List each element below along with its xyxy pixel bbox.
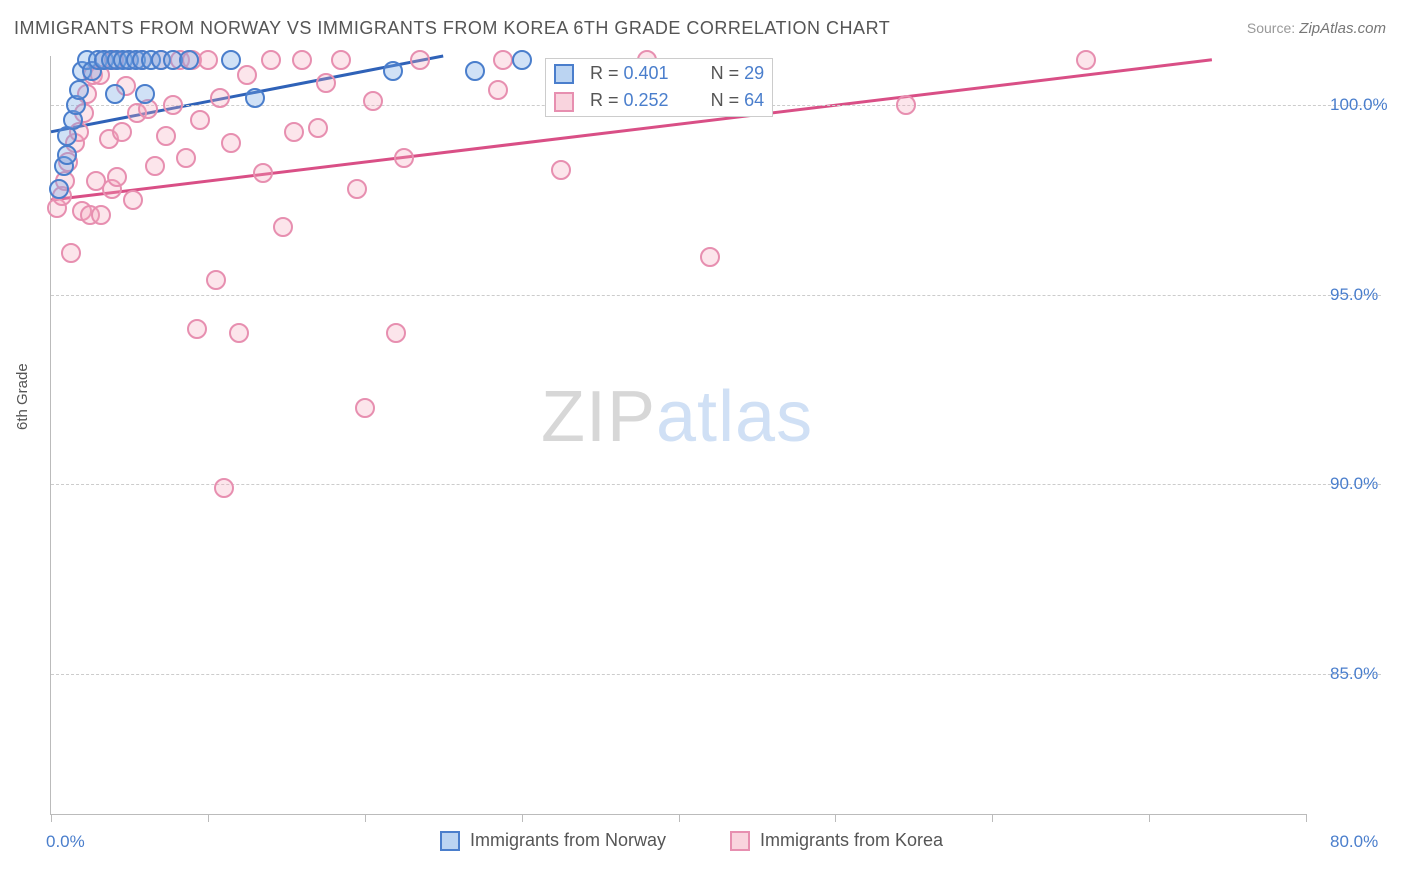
correlation-table: R = 0.401 N = 29 R = 0.252 N = 64 bbox=[546, 59, 772, 116]
gridline bbox=[51, 674, 1381, 675]
scatter-point bbox=[493, 50, 513, 70]
scatter-point bbox=[512, 50, 532, 70]
chart-title: IMMIGRANTS FROM NORWAY VS IMMIGRANTS FRO… bbox=[14, 18, 890, 39]
legend-N-label: N = 64 bbox=[705, 88, 771, 113]
scatter-point bbox=[292, 50, 312, 70]
source-credit: Source: ZipAtlas.com bbox=[1247, 20, 1386, 37]
scatter-point bbox=[896, 95, 916, 115]
scatter-point bbox=[206, 270, 226, 290]
scatter-point bbox=[163, 95, 183, 115]
scatter-point bbox=[331, 50, 351, 70]
legend-R-label: R = 0.252 bbox=[584, 88, 675, 113]
scatter-point bbox=[112, 122, 132, 142]
scatter-point bbox=[91, 205, 111, 225]
scatter-point bbox=[57, 145, 77, 165]
x-tick bbox=[1149, 814, 1150, 822]
x-tick-label-first: 0.0% bbox=[46, 832, 85, 852]
x-tick bbox=[522, 814, 523, 822]
scatter-point bbox=[700, 247, 720, 267]
scatter-point bbox=[245, 88, 265, 108]
scatter-point bbox=[61, 243, 81, 263]
legend-swatch bbox=[554, 92, 574, 112]
legend-N-label: N = 29 bbox=[705, 61, 771, 86]
scatter-point bbox=[176, 148, 196, 168]
scatter-point bbox=[49, 179, 69, 199]
scatter-point bbox=[210, 88, 230, 108]
legend-swatch bbox=[730, 831, 750, 851]
scatter-point bbox=[284, 122, 304, 142]
y-axis-label: 6th Grade bbox=[14, 363, 31, 430]
scatter-point bbox=[107, 167, 127, 187]
x-tick bbox=[835, 814, 836, 822]
scatter-plot-area: ZIPatlas bbox=[50, 56, 1306, 815]
legend-R-value: 0.401 bbox=[624, 63, 669, 83]
scatter-point bbox=[190, 110, 210, 130]
legend-swatch bbox=[554, 64, 574, 84]
scatter-point bbox=[347, 179, 367, 199]
gridline bbox=[51, 295, 1381, 296]
series-legend-item: Immigrants from Korea bbox=[730, 830, 943, 851]
gridline bbox=[51, 484, 1381, 485]
trend-lines-layer bbox=[51, 56, 1306, 814]
legend-series-label: Immigrants from Korea bbox=[760, 830, 943, 851]
scatter-point bbox=[465, 61, 485, 81]
scatter-point bbox=[488, 80, 508, 100]
scatter-point bbox=[198, 50, 218, 70]
scatter-point bbox=[386, 323, 406, 343]
y-tick-label: 90.0% bbox=[1330, 474, 1378, 494]
legend-N-value: 29 bbox=[744, 63, 764, 83]
scatter-point bbox=[394, 148, 414, 168]
legend-stat-row: R = 0.401 N = 29 bbox=[548, 61, 770, 86]
x-tick bbox=[365, 814, 366, 822]
scatter-point bbox=[179, 50, 199, 70]
scatter-point bbox=[214, 478, 234, 498]
source-label: Source: bbox=[1247, 20, 1295, 36]
x-tick bbox=[208, 814, 209, 822]
scatter-point bbox=[355, 398, 375, 418]
legend-R-value: 0.252 bbox=[624, 90, 669, 110]
scatter-point bbox=[410, 50, 430, 70]
source-value: ZipAtlas.com bbox=[1299, 20, 1386, 37]
correlation-legend: R = 0.401 N = 29 R = 0.252 N = 64 bbox=[545, 58, 773, 117]
scatter-point bbox=[221, 133, 241, 153]
legend-R-label: R = 0.401 bbox=[584, 61, 675, 86]
scatter-point bbox=[273, 217, 293, 237]
x-tick-label-last: 80.0% bbox=[1330, 832, 1378, 852]
scatter-point bbox=[69, 80, 89, 100]
scatter-point bbox=[383, 61, 403, 81]
scatter-point bbox=[1076, 50, 1096, 70]
scatter-point bbox=[253, 163, 273, 183]
legend-series-label: Immigrants from Norway bbox=[470, 830, 666, 851]
scatter-point bbox=[316, 73, 336, 93]
scatter-point bbox=[229, 323, 249, 343]
scatter-point bbox=[261, 50, 281, 70]
y-tick-label: 95.0% bbox=[1330, 285, 1378, 305]
scatter-point bbox=[221, 50, 241, 70]
legend-N-value: 64 bbox=[744, 90, 764, 110]
scatter-point bbox=[135, 84, 155, 104]
series-legend-item: Immigrants from Norway bbox=[440, 830, 666, 851]
x-tick bbox=[1306, 814, 1307, 822]
y-tick-label: 85.0% bbox=[1330, 664, 1378, 684]
scatter-point bbox=[237, 65, 257, 85]
scatter-point bbox=[105, 84, 125, 104]
scatter-point bbox=[551, 160, 571, 180]
x-tick bbox=[51, 814, 52, 822]
scatter-point bbox=[145, 156, 165, 176]
scatter-point bbox=[308, 118, 328, 138]
x-tick bbox=[679, 814, 680, 822]
scatter-point bbox=[123, 190, 143, 210]
legend-swatch bbox=[440, 831, 460, 851]
legend-stat-row: R = 0.252 N = 64 bbox=[548, 88, 770, 113]
scatter-point bbox=[363, 91, 383, 111]
x-tick bbox=[992, 814, 993, 822]
scatter-point bbox=[156, 126, 176, 146]
scatter-point bbox=[187, 319, 207, 339]
y-tick-label: 100.0% bbox=[1330, 95, 1388, 115]
